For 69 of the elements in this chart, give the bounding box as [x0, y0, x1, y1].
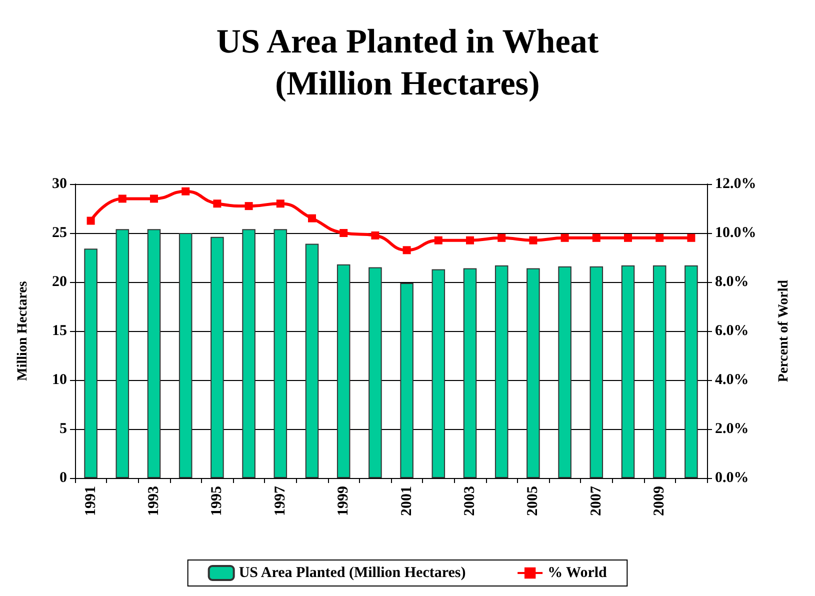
bar [652, 265, 666, 478]
bar [621, 265, 635, 478]
bar [116, 229, 130, 478]
bar [400, 282, 414, 478]
legend-label: US Area Planted (Million Hectares) [238, 565, 466, 581]
point [308, 214, 316, 222]
y-tick-label: 10 [52, 372, 67, 388]
x-tick-label: 1995 [209, 486, 226, 516]
point [560, 234, 569, 242]
bar [368, 267, 382, 478]
point [213, 200, 222, 208]
y2-tick-label: 2.0% [715, 421, 749, 437]
y2-tick-label: 0.0% [715, 470, 749, 486]
bar [84, 248, 98, 478]
x-tick-label: 1993 [146, 486, 162, 516]
x-tick-label: 1999 [336, 486, 352, 516]
x-tick-label: 2009 [652, 486, 668, 516]
point [150, 194, 158, 203]
bar [147, 229, 161, 478]
y2-tick-label: 6.0% [715, 323, 749, 339]
y2-axis-title: Percent of World [776, 280, 792, 382]
y2-tick-label: 8.0% [715, 274, 749, 290]
point [402, 246, 411, 254]
x-tick-label: 2001 [398, 486, 415, 516]
point [592, 234, 600, 242]
y-axis-title: Million Hectares [16, 280, 30, 381]
point [340, 229, 348, 237]
bar [210, 236, 224, 478]
bar [242, 229, 256, 478]
y-tick-label: 0 [60, 470, 67, 486]
bar [305, 244, 319, 478]
chart-title: US Area Planted in Wheat (Million Hectares) [216, 24, 600, 102]
point [276, 200, 284, 208]
bar [463, 268, 477, 478]
point [244, 202, 253, 210]
x-tick-label: 2003 [462, 486, 478, 516]
x-tick-label: 2007 [588, 486, 604, 516]
point [466, 236, 474, 244]
point [656, 234, 664, 242]
x-tick-label: 1991 [82, 486, 99, 516]
y2-tick-label: 4.0% [715, 372, 749, 388]
point [86, 216, 95, 225]
bar [526, 268, 540, 478]
y-tick-label: 15 [52, 323, 67, 339]
bar [432, 269, 446, 478]
bar [494, 265, 508, 478]
bar [684, 265, 698, 478]
point [118, 194, 126, 203]
point [529, 236, 538, 244]
bar [274, 229, 288, 478]
point [434, 236, 442, 244]
point [371, 231, 380, 240]
y-tick-label: 30 [52, 176, 67, 192]
y2-tick-label: 12.0% [715, 176, 756, 192]
x-tick-label: 2005 [525, 486, 542, 516]
bar [558, 266, 572, 478]
bar [336, 264, 350, 478]
legend-label: % World [548, 565, 608, 581]
y-tick-label: 25 [52, 225, 67, 241]
bar [178, 233, 192, 478]
point [182, 187, 190, 196]
bar [590, 266, 604, 478]
y2-tick-label: 10.0% [715, 225, 756, 241]
point [624, 234, 632, 242]
y-tick-label: 5 [60, 421, 67, 437]
point [687, 234, 696, 242]
x-tick-label: 1997 [272, 486, 288, 516]
y-tick-label: 20 [52, 274, 67, 290]
point [498, 234, 506, 242]
